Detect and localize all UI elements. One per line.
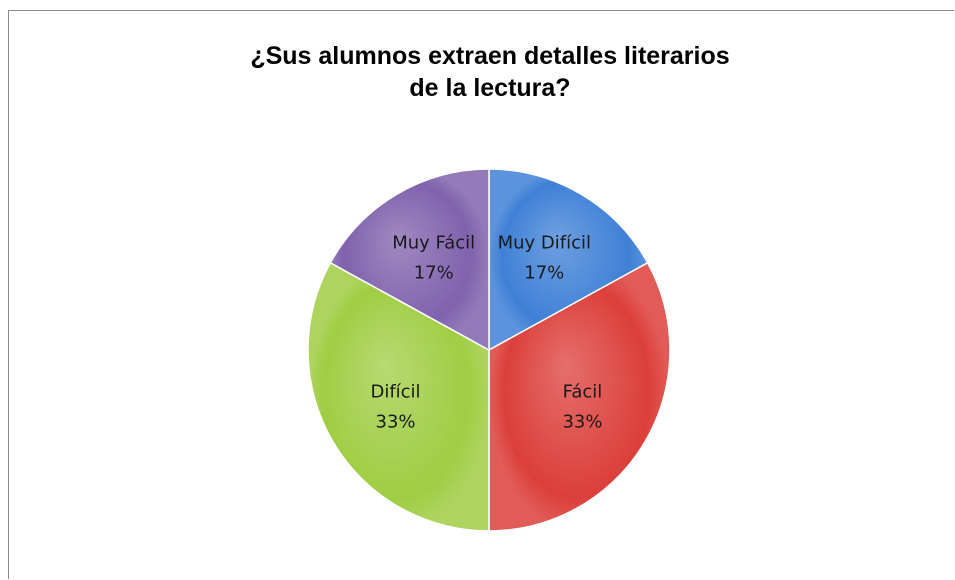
chart-title: ¿Sus alumnos extraen detalles literarios… bbox=[250, 42, 730, 102]
slice-value-label: 17% bbox=[414, 263, 454, 284]
pie-slice bbox=[329, 168, 490, 352]
slice-value-label: 33% bbox=[562, 411, 602, 432]
slice-label: Muy Difícil bbox=[498, 233, 591, 254]
pie-slice bbox=[488, 168, 649, 352]
slice-label: Fácil bbox=[563, 381, 603, 402]
slice-value-label: 33% bbox=[376, 411, 416, 432]
pie-slice bbox=[488, 261, 671, 532]
pie-slice bbox=[307, 261, 490, 532]
slice-label: Difícil bbox=[370, 381, 420, 402]
slice-value-label: 17% bbox=[524, 263, 564, 284]
chart-frame bbox=[8, 10, 954, 579]
slice-label: Muy Fácil bbox=[392, 233, 475, 254]
